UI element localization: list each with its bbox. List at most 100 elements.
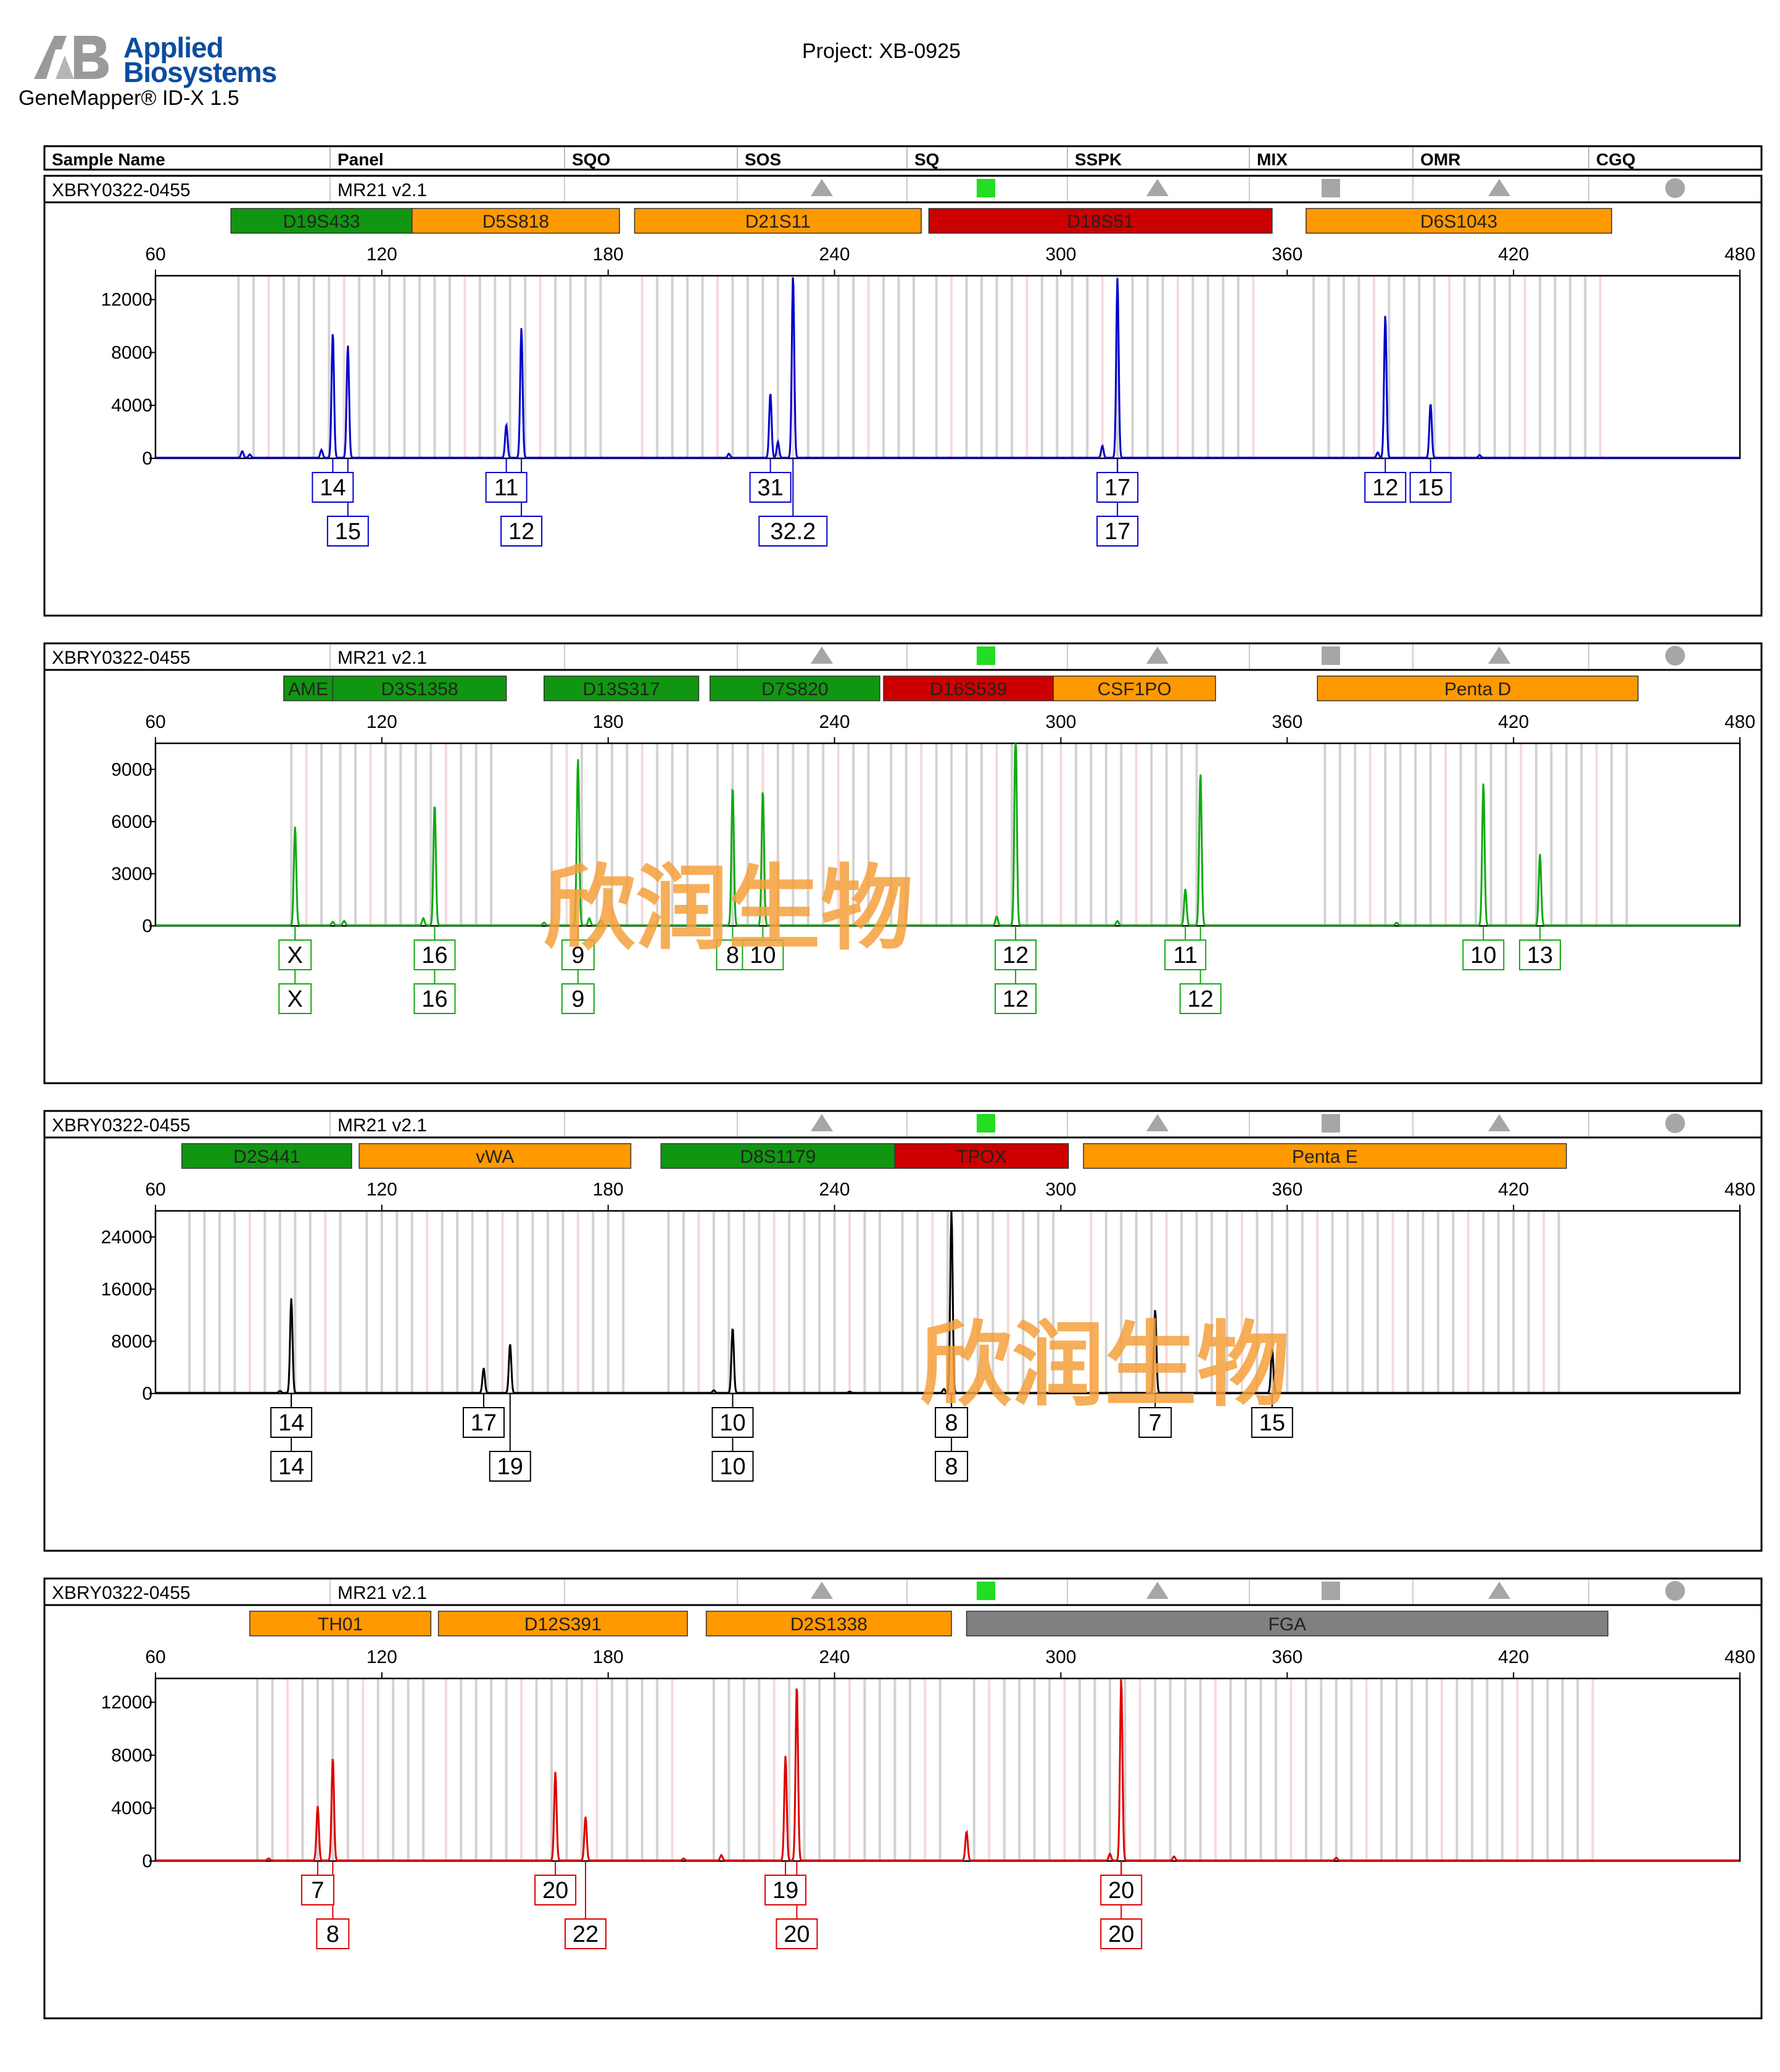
y-tick-label: 12000 [101, 290, 152, 310]
plot-area [154, 742, 1741, 927]
allele-label: 31 [757, 475, 783, 501]
y-tick-label: 4000 [111, 1798, 152, 1818]
y-tick-label: 0 [142, 448, 152, 469]
allele-box [935, 1451, 969, 1482]
x-tick-label: 180 [593, 1647, 624, 1667]
sample-panel-1: XBRY0322-0455 MR21 v2.1 D19S433 D5S818 D21S1… [43, 175, 1763, 617]
allele-box [565, 1918, 607, 1949]
allele-label: 20 [542, 1878, 568, 1904]
x-tick-label: 60 [145, 1179, 165, 1200]
allele-label: 12 [1003, 986, 1029, 1012]
allele-box [413, 939, 456, 970]
marker-label: D7S820 [761, 679, 828, 700]
column-header: SSPK [1075, 150, 1122, 169]
y-tick-label: 0 [142, 1384, 152, 1404]
allele-label: 32.2 [770, 519, 816, 545]
allele-label: 8 [326, 1921, 339, 1947]
marker-label: D3S1358 [381, 679, 458, 700]
flag-sq-icon [977, 1114, 995, 1133]
allele-box [995, 983, 1037, 1014]
allele-box [489, 1451, 531, 1482]
x-tick-label: 180 [593, 244, 624, 265]
y-tick-label: 12000 [101, 1693, 152, 1713]
allele-box [1409, 472, 1452, 503]
flag-cgq-icon [1665, 1581, 1685, 1601]
flag-mix-icon [1322, 1114, 1340, 1133]
column-header: SQ [914, 150, 939, 169]
x-tick-label: 480 [1724, 1179, 1755, 1200]
flag-sspk-icon [1146, 646, 1169, 664]
flag-mix-icon [1322, 1582, 1340, 1600]
allele-label: 10 [719, 1410, 745, 1436]
panel-frame [43, 1110, 1763, 1552]
x-tick-label: 420 [1498, 1647, 1529, 1667]
panel-frame [43, 1577, 1763, 2020]
allele-label: 11 [1173, 943, 1197, 968]
allele-box [1164, 939, 1207, 970]
x-tick-label: 300 [1045, 244, 1076, 265]
x-tick-label: 420 [1498, 712, 1529, 732]
marker-label: Penta D [1444, 679, 1511, 700]
marker-label: AME [288, 679, 328, 700]
allele-label: 14 [278, 1410, 304, 1436]
sample-name: XBRY0322-0455 [52, 1115, 191, 1136]
marker-bar [437, 1611, 688, 1637]
panel-name: MR21 v2.1 [337, 648, 427, 668]
allele-box [1096, 516, 1139, 547]
allele-box [1462, 939, 1505, 970]
marker-label: FGA [1268, 1614, 1306, 1635]
marker-label: D21S11 [745, 212, 811, 232]
marker-bar [883, 675, 1054, 701]
marker-label: D6S1043 [1420, 212, 1497, 232]
x-tick-label: 60 [145, 712, 165, 732]
allele-box [935, 1407, 969, 1438]
allele-box [316, 1918, 350, 1949]
plot-area [154, 274, 1741, 460]
panel-name: MR21 v2.1 [337, 180, 427, 200]
allele-box [534, 1875, 577, 1905]
allele-box [312, 472, 354, 503]
y-tick-label: 8000 [111, 1331, 152, 1352]
flag-sos-icon [811, 1114, 833, 1131]
x-tick-label: 300 [1045, 712, 1076, 732]
panel-name: MR21 v2.1 [337, 1115, 427, 1136]
allele-box [561, 939, 595, 970]
allele-box [995, 939, 1037, 970]
y-tick-label: 8000 [111, 1745, 152, 1765]
watermark-2: 欣润生物 [919, 1313, 1289, 1417]
allele-label: 20 [1108, 1921, 1134, 1947]
allele-label: 19 [772, 1878, 798, 1904]
column-header: MIX [1257, 150, 1288, 169]
allele-box [561, 983, 595, 1014]
allele-label: 19 [497, 1454, 523, 1480]
y-tick-label: 0 [142, 916, 152, 936]
marker-bar [332, 675, 507, 701]
x-tick-label: 360 [1272, 244, 1302, 265]
marker-bar [544, 675, 700, 701]
allele-box [711, 1451, 754, 1482]
flag-omr-icon [1488, 179, 1510, 196]
sample-panel-3: XBRY0322-0455 MR21 v2.1 D2S441 vWA D8S1179 TP… [43, 1110, 1763, 1552]
marker-label: TPOX [956, 1147, 1007, 1167]
allele-box [749, 472, 792, 503]
marker-label: D8S1179 [740, 1147, 816, 1167]
panel-frame [43, 175, 1763, 617]
y-tick-label: 24000 [101, 1227, 152, 1247]
allele-box [278, 939, 312, 970]
allele-box [413, 983, 456, 1014]
x-tick-label: 360 [1272, 1179, 1302, 1200]
allele-label: 17 [1104, 475, 1130, 501]
software-version: GeneMapper® ID-X 1.5 [19, 86, 239, 110]
x-tick-label: 120 [366, 244, 397, 265]
x-tick-label: 60 [145, 244, 165, 265]
allele-label: 11 [494, 475, 518, 501]
marker-label: D12S391 [524, 1614, 602, 1635]
allele-box [1100, 1918, 1143, 1949]
flag-sspk-icon [1146, 1582, 1169, 1599]
marker-bar [1083, 1143, 1567, 1169]
allele-label: 8 [945, 1454, 958, 1480]
column-header: SOS [745, 150, 781, 169]
allele-label: 22 [573, 1921, 598, 1947]
column-header: CGQ [1596, 150, 1636, 169]
allele-label: 14 [320, 475, 346, 501]
